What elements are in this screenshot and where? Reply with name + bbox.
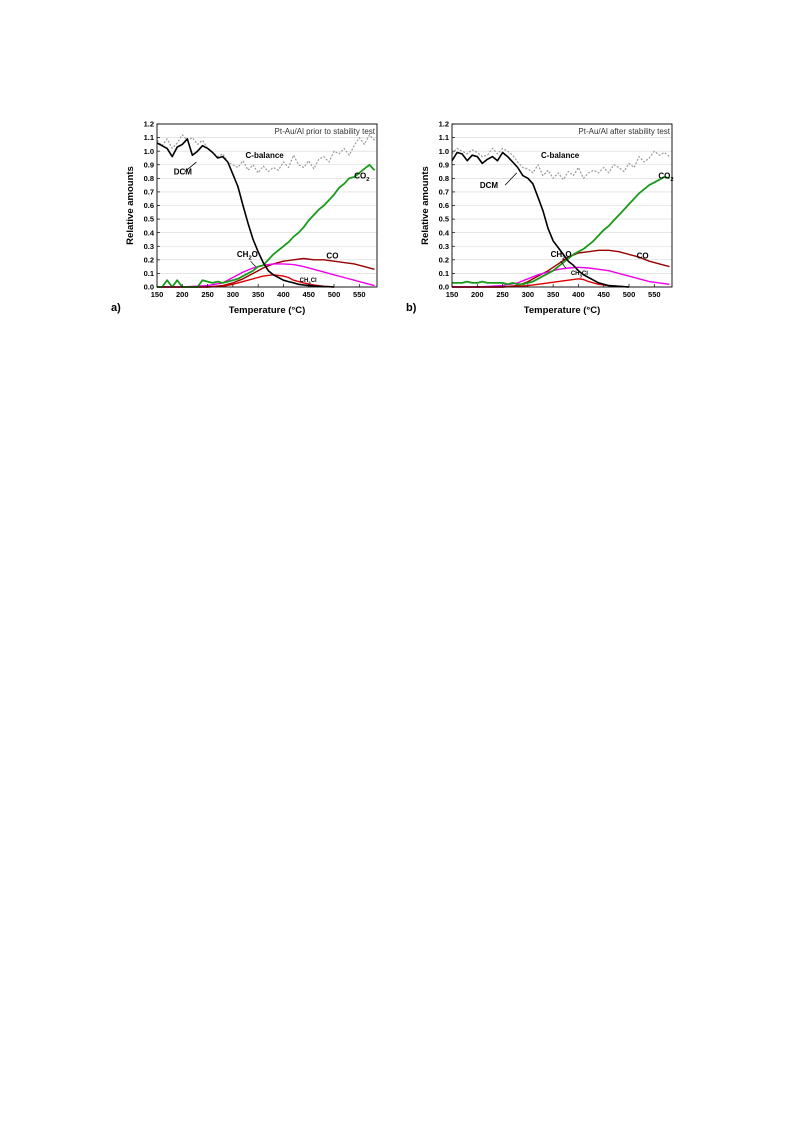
leader-line-dcm xyxy=(184,161,197,172)
x-tick-label: 300 xyxy=(227,290,240,299)
y-tick-label: 0.0 xyxy=(439,283,449,292)
x-tick-label: 150 xyxy=(151,290,164,299)
leader-line-ch2o xyxy=(250,260,256,267)
y-tick-label: 0.5 xyxy=(144,215,154,224)
series-label-co2: CO2 xyxy=(354,171,369,183)
y-axis-title: Relative amounts xyxy=(420,166,431,245)
leader-line-dcm xyxy=(504,172,518,186)
x-tick-label: 300 xyxy=(522,290,535,299)
chart-panel-a: 0.0 0.1 0.2 0.3 0.4 0.5 0.6 0.7 0.8 0.9 1.0 1.1 1.2 1… xyxy=(108,112,383,322)
panel-label-a: a) xyxy=(111,302,121,314)
x-tick-label: 200 xyxy=(471,290,484,299)
y-tick-label: 0.6 xyxy=(144,201,154,210)
series-label-ch2o: CH2O xyxy=(237,250,258,262)
series-line-dcm xyxy=(451,151,630,288)
y-tick-label: 0.6 xyxy=(439,201,449,210)
series-label-ch3cl: CH3Cl xyxy=(571,271,588,279)
panel-label-b: b) xyxy=(406,302,417,314)
x-tick-label: 350 xyxy=(252,290,265,299)
x-tick-label: 450 xyxy=(302,290,315,299)
x-tick-label: 400 xyxy=(572,290,585,299)
series-line-cbalance xyxy=(156,134,375,174)
y-tick-label: 0.3 xyxy=(439,242,449,251)
leader-line-ch2o xyxy=(560,260,567,269)
y-tick-label: 1.1 xyxy=(144,133,154,142)
x-tick-label: 350 xyxy=(547,290,560,299)
x-tick-label: 250 xyxy=(496,290,509,299)
chart-panel-b: 0.0 0.1 0.2 0.3 0.4 0.5 0.6 0.7 0.8 0.9 1.0 1.1 1.2 1… xyxy=(403,112,678,322)
y-tick-label: 0.2 xyxy=(144,255,154,264)
series-label-ch2o: CH2O xyxy=(551,250,572,262)
y-tick-label: 0.2 xyxy=(439,255,449,264)
x-axis-title: Temperature (°C) xyxy=(524,305,600,316)
series-label-dcm: DCM xyxy=(480,181,499,190)
y-tick-label: 0.5 xyxy=(439,215,449,224)
series-label-co: CO xyxy=(637,251,649,260)
y-tick-label: 1.2 xyxy=(144,120,154,129)
series-label-dcm: DCM xyxy=(174,167,193,176)
series-line-dcm xyxy=(156,138,335,288)
series-label-co2: CO2 xyxy=(658,171,673,183)
y-axis-title: Relative amounts xyxy=(125,166,136,245)
y-tick-label: 1.1 xyxy=(439,133,449,142)
series-label-ch3cl: CH3Cl xyxy=(300,278,317,286)
y-tick-label: 0.7 xyxy=(439,188,449,197)
x-tick-label: 500 xyxy=(623,290,636,299)
y-tick-label: 0.1 xyxy=(439,269,449,278)
y-tick-label: 0.9 xyxy=(439,160,449,169)
y-tick-label: 1.0 xyxy=(144,147,154,156)
x-tick-label: 250 xyxy=(201,290,214,299)
y-tick-label: 1.0 xyxy=(439,147,449,156)
chart-title: Pt-Au/Al prior to stability test xyxy=(275,127,376,136)
y-tick-label: 0.9 xyxy=(144,160,154,169)
y-tick-label: 0.7 xyxy=(144,188,154,197)
y-tick-label: 0.4 xyxy=(144,228,155,237)
series-label-cbalance: C-balance xyxy=(246,151,285,160)
chart-b-svg: 0.0 0.1 0.2 0.3 0.4 0.5 0.6 0.7 0.8 0.9 1.0 1.1 1.2 1… xyxy=(420,120,674,316)
y-tick-label: 0.1 xyxy=(144,269,154,278)
x-tick-label: 550 xyxy=(648,290,661,299)
x-axis-title: Temperature (°C) xyxy=(229,305,305,316)
x-tick-label: 550 xyxy=(353,290,366,299)
x-tick-label: 200 xyxy=(176,290,189,299)
chart-a-svg: 0.0 0.1 0.2 0.3 0.4 0.5 0.6 0.7 0.8 0.9 1.0 1.1 1.2 1… xyxy=(125,120,378,316)
y-tick-label: 0.4 xyxy=(439,228,450,237)
x-tick-label: 150 xyxy=(446,290,459,299)
chart-title: Pt-Au/Al after stability test xyxy=(578,127,670,136)
series-line-co2 xyxy=(452,176,670,286)
x-tick-label: 450 xyxy=(597,290,610,299)
series-line-ch2o xyxy=(452,266,670,288)
series-label-co: CO xyxy=(326,251,338,260)
y-tick-label: 0.8 xyxy=(144,174,154,183)
x-tick-label: 500 xyxy=(328,290,341,299)
y-tick-label: 0.0 xyxy=(144,283,154,292)
y-tick-label: 0.8 xyxy=(439,174,449,183)
y-tick-label: 1.2 xyxy=(439,120,449,129)
y-tick-label: 0.3 xyxy=(144,242,154,251)
x-tick-label: 400 xyxy=(277,290,290,299)
series-label-cbalance: C-balance xyxy=(541,151,580,160)
series-line-cbalance xyxy=(451,147,670,181)
